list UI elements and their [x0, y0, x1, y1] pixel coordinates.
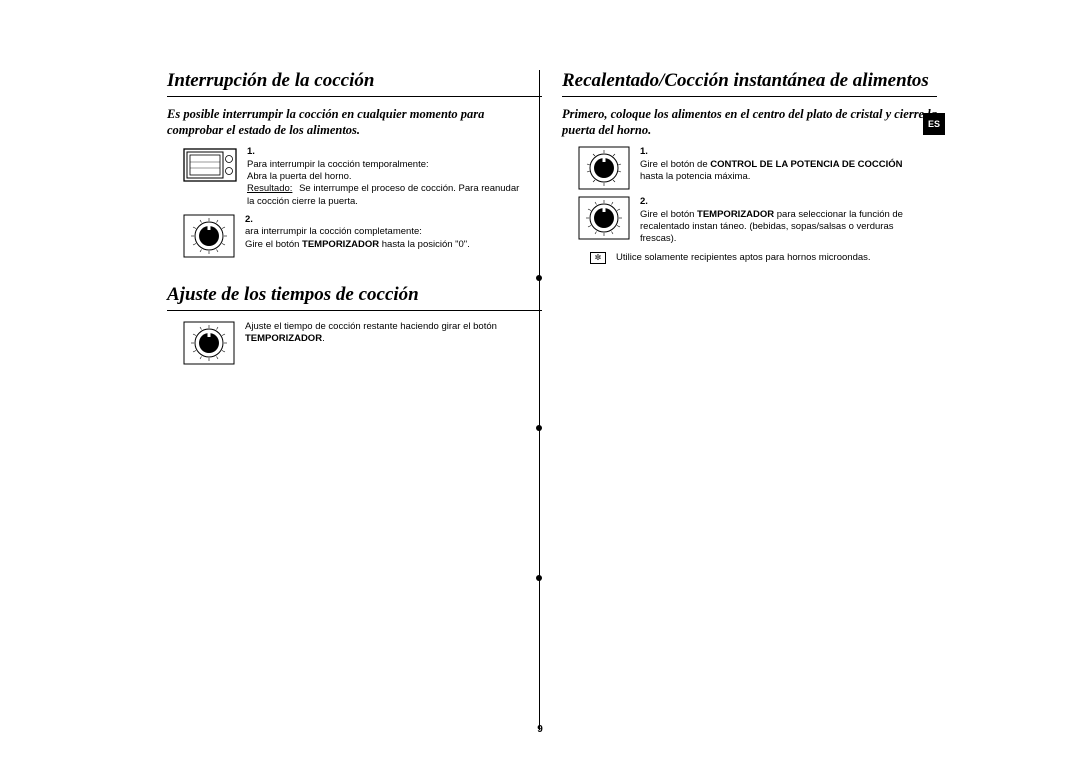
language-tab: ES — [923, 113, 945, 135]
note-icon: ✼ — [590, 252, 606, 264]
body-text: Ajuste el tiempo de cocción restante hac… — [245, 321, 497, 332]
bold-term: TEMPORIZADOR — [302, 239, 379, 250]
step-line: ara interrumpir la cocción completamente… — [245, 226, 422, 237]
step-number: 1. — [247, 146, 261, 158]
section-intro: Es posible interrumpir la cocción en cua… — [167, 107, 542, 138]
step-line: Gire el botón — [245, 239, 302, 250]
section-title-interrupcion: Interrupción de la cocción — [167, 70, 542, 97]
right-column: Recalentado/Cocción instantánea de alime… — [562, 70, 937, 371]
step-number: 2. — [245, 214, 259, 226]
step-row: 1. Gire el botón de CONTROL DE LA POTENC… — [562, 146, 937, 190]
timer-dial-icon — [183, 321, 235, 365]
step-line: Abra la puerta del horno. — [247, 171, 352, 182]
timer-dial-icon — [578, 196, 630, 240]
bold-term: TEMPORIZADOR — [697, 209, 774, 220]
step-row: 2. ara interrumpir la cocción completame… — [167, 214, 542, 258]
step-text: 2. Gire el botón TEMPORIZADOR para selec… — [640, 196, 937, 245]
step-line: hasta la posición "0". — [379, 239, 470, 250]
step-text: 1. Gire el botón de CONTROL DE LA POTENC… — [640, 146, 937, 183]
step-row: Ajuste el tiempo de cocción restante hac… — [167, 321, 542, 365]
body-text: . — [322, 333, 325, 344]
left-column: Interrupción de la cocción Es posible in… — [167, 70, 542, 371]
note-text: Utilice solamente recipientes aptos para… — [616, 252, 937, 263]
bold-term: TEMPORIZADOR — [245, 333, 322, 344]
result-label: Resultado: — [247, 183, 292, 194]
note-row: ✼ Utilice solamente recipientes aptos pa… — [562, 252, 937, 264]
step-number: 2. — [640, 196, 654, 208]
bold-term: CONTROL DE LA POTENCIA DE COCCIÓN — [710, 159, 902, 170]
step-text: Ajuste el tiempo de cocción restante hac… — [245, 321, 542, 346]
step-line: Gire el botón — [640, 209, 697, 220]
binding-hole-icon — [536, 575, 542, 581]
binding-line — [539, 70, 540, 730]
binding-hole-icon — [536, 275, 542, 281]
step-line: hasta la potencia máxima. — [640, 171, 750, 182]
step-row: 2. Gire el botón TEMPORIZADOR para selec… — [562, 196, 937, 245]
step-text: 1. Para interrumpir la cocción temporalm… — [247, 146, 542, 208]
step-line: Gire el botón de — [640, 159, 710, 170]
section-intro: Primero, coloque los alimentos en el cen… — [562, 107, 937, 138]
step-row: 1. Para interrumpir la cocción temporalm… — [167, 146, 542, 208]
step-number: 1. — [640, 146, 654, 158]
page-number: 9 — [0, 724, 1080, 735]
timer-dial-icon — [183, 214, 235, 258]
power-dial-icon — [578, 146, 630, 190]
binding-hole-icon — [536, 425, 542, 431]
section-ajuste: Ajuste de los tiempos de cocción — [167, 284, 542, 365]
step-line: Para interrumpir la cocción temporalment… — [247, 159, 429, 170]
section-title-ajuste: Ajuste de los tiempos de cocción — [167, 284, 542, 311]
section-title-recalentado: Recalentado/Cocción instantánea de alime… — [562, 70, 937, 97]
manual-page: Interrupción de la cocción Es posible in… — [167, 70, 937, 371]
microwave-icon — [183, 148, 237, 184]
step-text: 2. ara interrumpir la cocción completame… — [245, 214, 542, 251]
